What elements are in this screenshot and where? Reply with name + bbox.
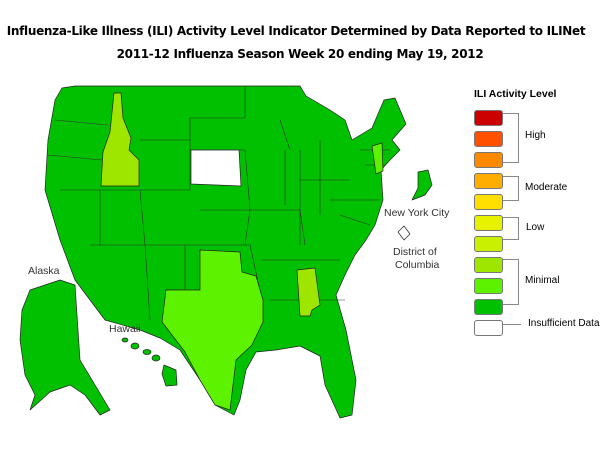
nyc-inset <box>411 169 433 201</box>
legend-group-high: High <box>525 130 546 141</box>
state-hawaii <box>121 337 178 387</box>
legend-group-low: Low <box>526 222 545 233</box>
legend-swatch-level-8 <box>474 152 503 168</box>
legend-bracket-moderate <box>503 176 519 201</box>
legend-swatch-level-4 <box>474 236 503 252</box>
state-idaho <box>100 92 140 187</box>
nyc-label: New York City <box>384 207 450 219</box>
legend-swatch-level-1 <box>474 299 503 315</box>
dc-label-line1: District of <box>393 246 437 258</box>
map-subtitle: 2011-12 Influenza Season Week 20 ending … <box>116 47 484 61</box>
legend-group-moderate: Moderate <box>525 182 568 193</box>
hawaii-label: Hawaii <box>109 323 141 335</box>
legend-bracket-minimal <box>503 259 519 305</box>
state-alaska <box>19 279 111 416</box>
state-alabama <box>296 267 321 317</box>
legend-swatch-level-10 <box>474 110 503 126</box>
legend-swatch-level-7 <box>474 173 503 189</box>
state-south-dakota <box>190 149 242 187</box>
dc-label-line2: Columbia <box>395 259 440 271</box>
legend-group-minimal: Minimal <box>525 275 560 286</box>
legend-swatch-level-3 <box>474 257 503 273</box>
state-vermont <box>371 142 384 175</box>
legend-swatch-level-5 <box>474 215 503 231</box>
legend-line-insufficient <box>503 324 521 325</box>
map-title: Influenza-Like Illness (ILI) Activity Le… <box>6 24 586 38</box>
legend-title: ILI Activity Level <box>474 88 557 100</box>
legend-swatch-level-2 <box>474 278 503 294</box>
dc-inset <box>397 225 411 241</box>
legend-group-insufficient: Insufficient Data <box>528 318 600 329</box>
legend-bracket-low <box>503 217 519 240</box>
legend-swatch-level-6 <box>474 194 503 210</box>
legend-bracket-high <box>503 113 519 163</box>
legend-swatch-level-0 <box>474 320 503 336</box>
alaska-label: Alaska <box>28 265 60 277</box>
legend-swatch-level-9 <box>474 131 503 147</box>
state-texas <box>161 249 264 411</box>
